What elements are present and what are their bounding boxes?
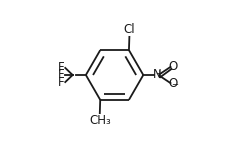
Text: F: F	[58, 61, 65, 74]
Text: +: +	[155, 69, 162, 78]
Text: −: −	[171, 80, 178, 89]
Text: F: F	[58, 69, 65, 81]
Text: F: F	[58, 76, 65, 88]
Text: N: N	[153, 69, 162, 81]
Text: Cl: Cl	[124, 23, 135, 36]
Text: O: O	[168, 60, 177, 73]
Text: CH₃: CH₃	[89, 114, 111, 127]
Text: O: O	[168, 77, 177, 90]
